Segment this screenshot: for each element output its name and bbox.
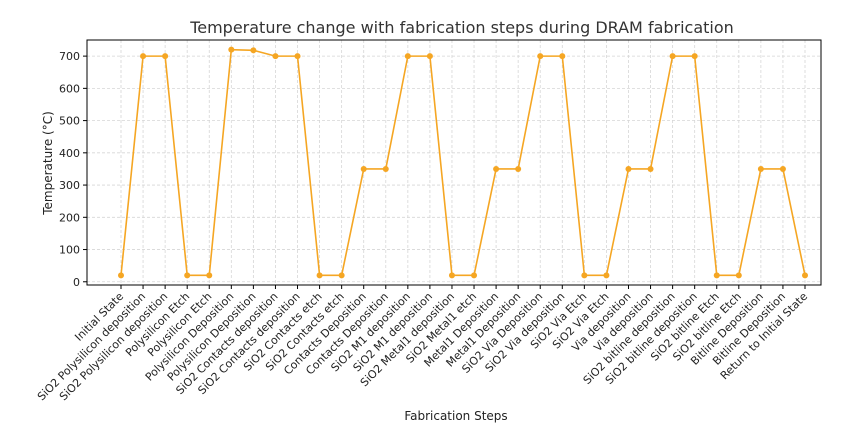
chart-title: Temperature change with fabrication step… (189, 18, 734, 37)
data-point (272, 53, 279, 60)
data-point (537, 53, 544, 60)
data-point (250, 47, 257, 54)
data-point (779, 165, 786, 172)
y-axis-ticks: 0 100 200 300 400 500 600 700 (59, 50, 87, 289)
data-point (140, 53, 147, 60)
y-axis-label: Temperature (°C) (41, 111, 55, 216)
data-point (382, 165, 389, 172)
series-line (120, 48, 806, 277)
data-point (669, 53, 676, 60)
data-point (471, 272, 478, 279)
data-point (360, 165, 367, 172)
data-point (559, 53, 566, 60)
y-tick-label: 700 (59, 50, 80, 63)
data-point (735, 272, 742, 279)
data-point (294, 53, 301, 60)
y-tick-label: 300 (59, 179, 80, 192)
data-point (757, 165, 764, 172)
data-point (713, 272, 720, 279)
data-point (118, 272, 124, 279)
data-point (338, 272, 345, 279)
y-tick-label: 500 (59, 115, 80, 128)
y-tick-label: 400 (59, 147, 80, 160)
data-point (426, 53, 433, 60)
y-tick-label: 600 (59, 82, 80, 95)
data-point (162, 53, 169, 60)
data-point (493, 165, 500, 172)
data-point (316, 272, 323, 279)
data-point (581, 272, 588, 279)
data-point (448, 272, 455, 279)
data-point (802, 272, 808, 279)
data-point (691, 53, 698, 60)
y-tick-label: 200 (59, 211, 80, 224)
data-point (404, 53, 411, 60)
data-point (647, 165, 654, 172)
y-tick-label: 100 (59, 244, 80, 257)
x-axis-label: Fabrication Steps (404, 409, 507, 423)
data-point (515, 165, 522, 172)
data-point (206, 272, 213, 279)
data-point (603, 272, 610, 279)
plot-frame (86, 39, 822, 286)
data-point (184, 272, 191, 279)
y-tick-label: 0 (73, 276, 80, 289)
data-point (625, 165, 632, 172)
grid (87, 40, 821, 285)
data-point (228, 46, 235, 53)
series-group (118, 46, 808, 279)
